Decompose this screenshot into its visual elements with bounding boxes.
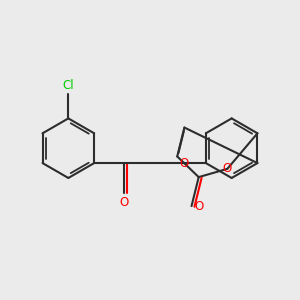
Text: O: O: [179, 157, 188, 169]
Text: Cl: Cl: [62, 80, 74, 92]
Text: O: O: [119, 196, 129, 209]
Text: O: O: [223, 162, 232, 175]
Text: O: O: [194, 200, 204, 212]
